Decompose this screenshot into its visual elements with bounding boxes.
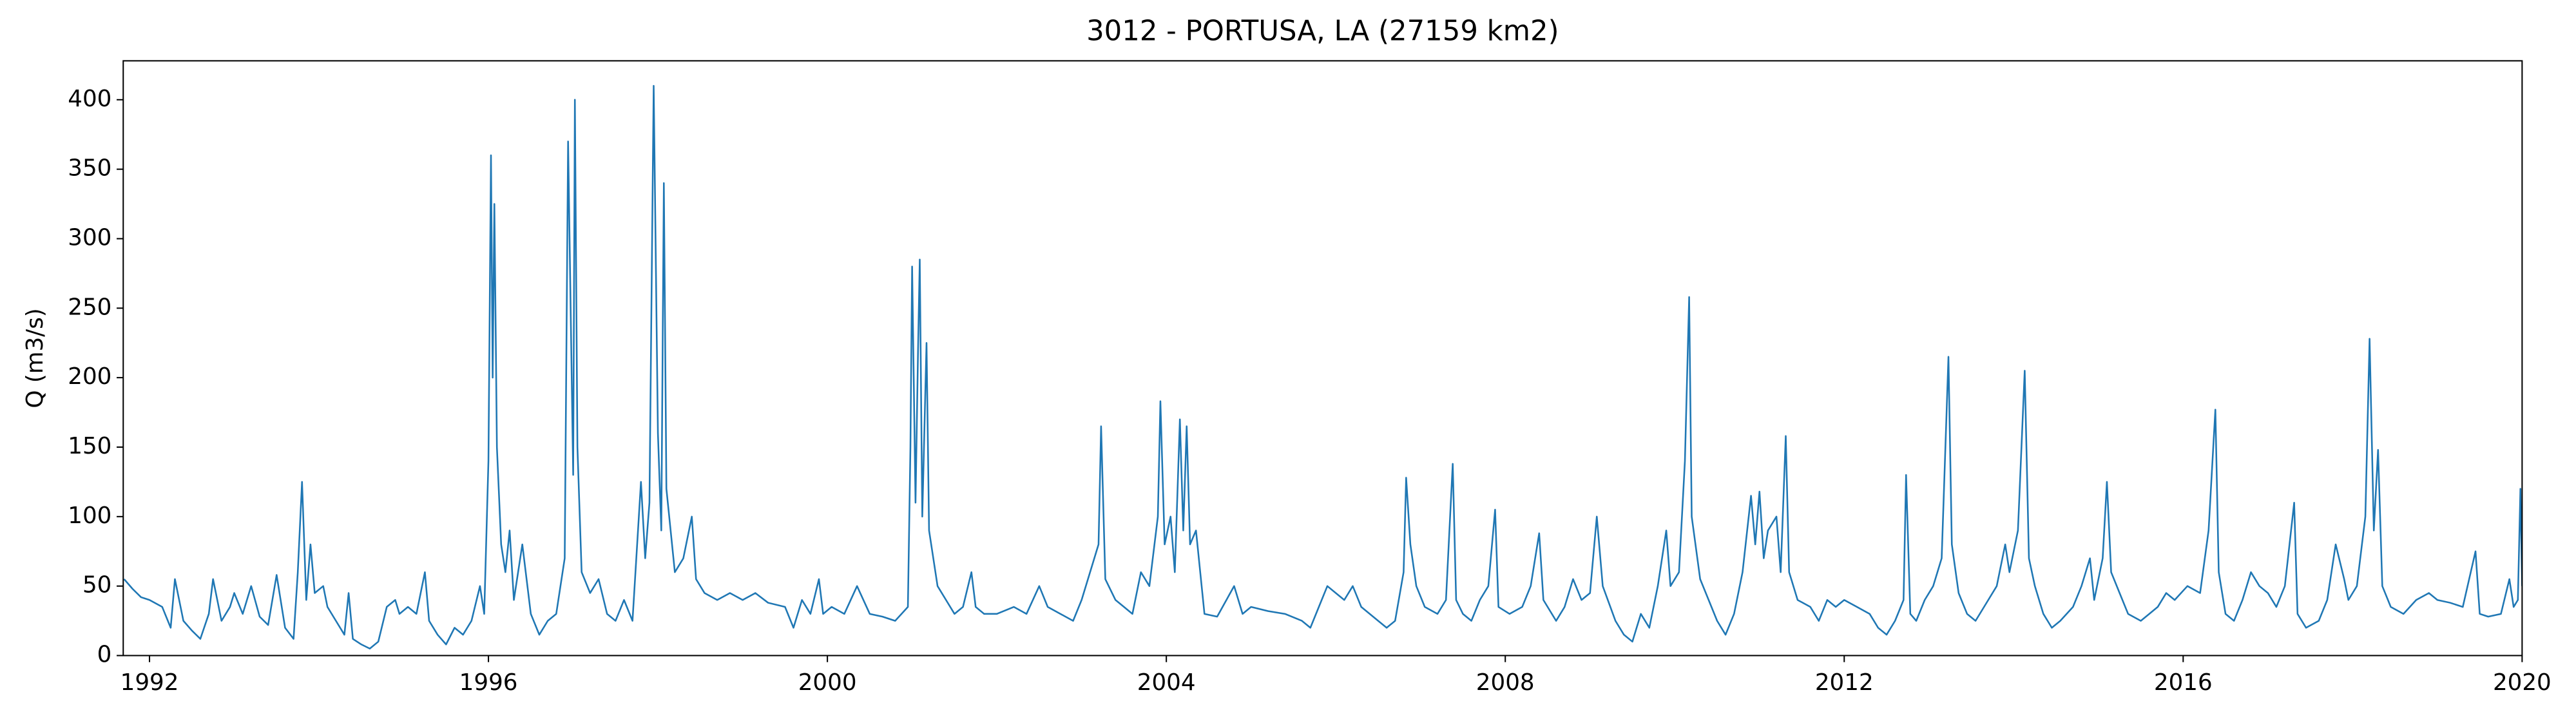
- x-tick-label: 2004: [1137, 669, 1196, 696]
- y-tick-label: 300: [68, 224, 111, 251]
- x-tick-label: 1992: [120, 669, 179, 696]
- y-tick-label: 150: [68, 433, 111, 459]
- y-axis-label: Q (m3/s): [22, 308, 48, 408]
- y-tick-label: 350: [68, 155, 111, 182]
- plot-frame: [122, 60, 2523, 657]
- flow-line: [123, 84, 2523, 650]
- y-tick-label: 50: [82, 572, 111, 599]
- x-tick-label: 1996: [459, 669, 518, 696]
- x-tick-label: 2008: [1476, 669, 1535, 696]
- x-tick-label: 2012: [1815, 669, 1874, 696]
- x-tick-label: 2016: [2154, 669, 2213, 696]
- x-tick-label: 2020: [2493, 669, 2552, 696]
- y-tick-label: 100: [68, 503, 111, 529]
- x-tick-label: 2000: [798, 669, 857, 696]
- y-tick-label: 400: [68, 86, 111, 112]
- y-tick-label: 250: [68, 294, 111, 320]
- chart-title: 3012 - PORTUSA, LA (27159 km2): [1086, 15, 1559, 48]
- y-tick-label: 0: [97, 642, 112, 668]
- y-tick-label: 200: [68, 363, 111, 390]
